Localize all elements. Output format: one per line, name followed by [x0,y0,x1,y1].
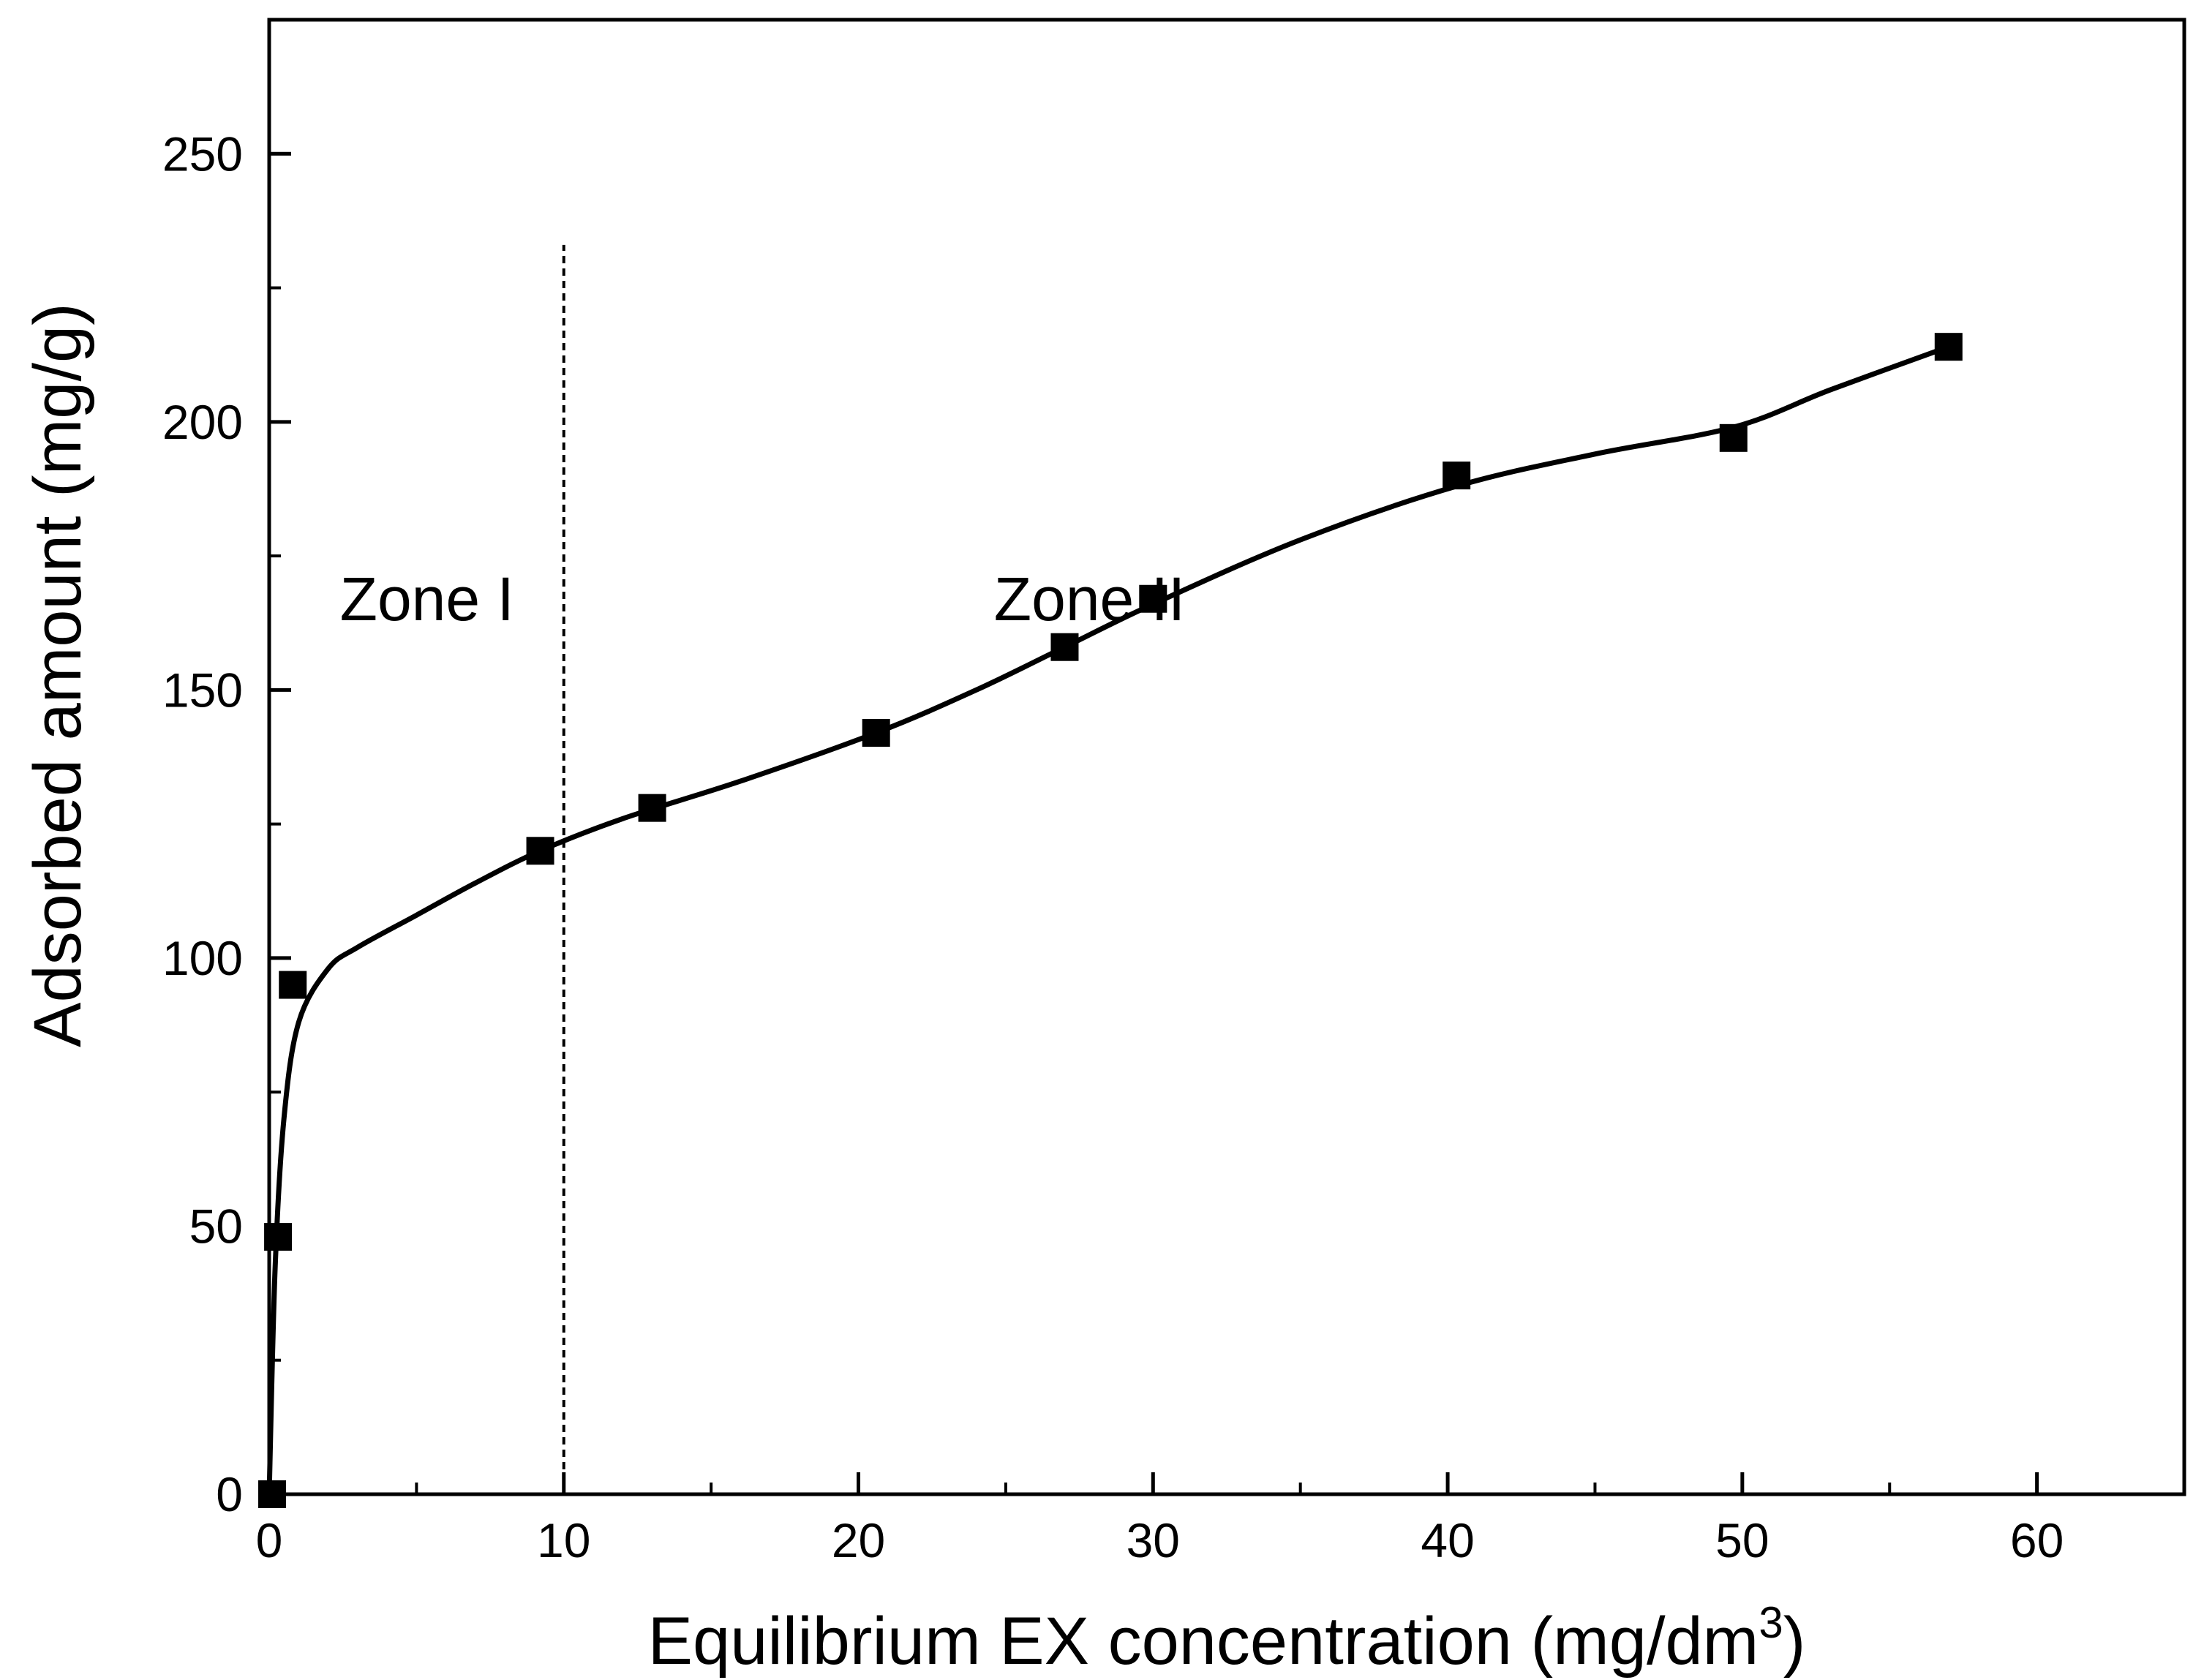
data-point [1050,633,1079,661]
zone-label: Zone II [994,565,1185,633]
x-axis-title: Equilibrium EX concentration (mg/dm3) [648,1598,1806,1679]
y-tick-label: 50 [189,1199,243,1253]
y-tick-label: 250 [162,127,243,181]
axis-ticks [267,151,2039,1496]
fit-curve [266,344,1949,1495]
y-tick-label: 200 [162,395,243,449]
y-axis-title: Adsorbed amount (mg/g) [20,303,95,1047]
x-tick-label: 30 [1127,1513,1180,1567]
x-tick-label: 20 [832,1513,885,1567]
data-points [258,333,1963,1508]
y-tick-label: 100 [162,931,243,985]
data-point [258,1480,287,1508]
y-tick-label: 0 [216,1467,243,1521]
data-point [1719,423,1748,452]
zone-label: Zone I [340,565,514,633]
axis-tick-labels: 0 10 20 30 40 50 60 0 50 100 150 200 250 [162,127,2064,1567]
x-tick-label: 50 [1715,1513,1769,1567]
data-point [526,837,554,865]
data-point [862,719,890,747]
x-tick-label: 0 [256,1513,283,1567]
data-point [279,971,307,999]
data-point [1934,333,1963,361]
x-tick-label: 10 [537,1513,590,1567]
data-point [1139,584,1167,613]
y-tick-label: 150 [162,663,243,717]
x-tick-label: 60 [2010,1513,2064,1567]
plot-frame [267,18,2186,1496]
data-point [638,794,666,822]
data-point [264,1223,293,1251]
x-tick-label: 40 [1421,1513,1474,1567]
zone-annotations: Zone I Zone II [340,565,1186,633]
data-point [1443,462,1471,490]
